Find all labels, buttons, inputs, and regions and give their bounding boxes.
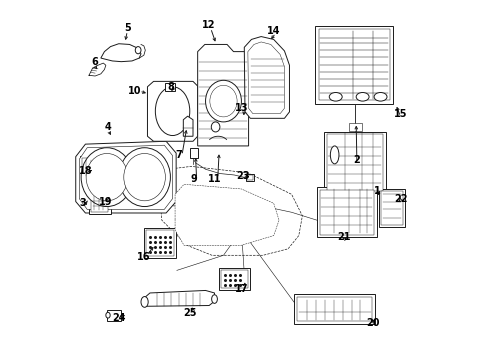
Text: 23: 23 bbox=[236, 171, 249, 181]
Ellipse shape bbox=[81, 148, 133, 207]
Bar bbox=[297, 297, 372, 321]
Text: 21: 21 bbox=[337, 232, 351, 242]
Bar bbox=[319, 30, 390, 100]
Ellipse shape bbox=[329, 93, 342, 101]
Polygon shape bbox=[76, 141, 176, 213]
Bar bbox=[221, 270, 247, 288]
Bar bbox=[324, 132, 386, 194]
Bar bbox=[247, 175, 253, 180]
Polygon shape bbox=[160, 166, 302, 255]
Text: 20: 20 bbox=[366, 319, 379, 328]
Ellipse shape bbox=[356, 93, 369, 101]
Bar bbox=[381, 191, 403, 225]
Text: 24: 24 bbox=[112, 314, 125, 323]
Text: 25: 25 bbox=[184, 309, 197, 318]
Text: 3: 3 bbox=[79, 198, 86, 208]
Text: 4: 4 bbox=[105, 122, 111, 132]
Text: 13: 13 bbox=[235, 103, 248, 113]
Text: 16: 16 bbox=[137, 252, 150, 262]
Text: 2: 2 bbox=[353, 155, 360, 165]
Ellipse shape bbox=[330, 146, 339, 164]
Polygon shape bbox=[248, 42, 285, 114]
Bar bbox=[219, 268, 250, 291]
Ellipse shape bbox=[374, 93, 387, 101]
Text: 11: 11 bbox=[208, 174, 221, 184]
Text: 8: 8 bbox=[167, 82, 174, 92]
Text: 17: 17 bbox=[235, 284, 249, 294]
Ellipse shape bbox=[86, 153, 128, 201]
Text: 7: 7 bbox=[175, 150, 182, 160]
Polygon shape bbox=[245, 37, 290, 118]
Bar bbox=[82, 158, 104, 177]
Text: 9: 9 bbox=[191, 174, 197, 184]
Ellipse shape bbox=[135, 46, 141, 54]
Ellipse shape bbox=[210, 85, 237, 117]
Bar bbox=[319, 190, 374, 234]
Polygon shape bbox=[197, 44, 248, 146]
Bar bbox=[80, 156, 107, 179]
Bar bbox=[317, 187, 377, 237]
Bar bbox=[294, 294, 375, 324]
Text: 22: 22 bbox=[394, 194, 407, 204]
Ellipse shape bbox=[205, 80, 242, 122]
Polygon shape bbox=[145, 291, 215, 306]
Ellipse shape bbox=[106, 312, 110, 318]
Text: 12: 12 bbox=[202, 20, 215, 30]
Ellipse shape bbox=[141, 297, 148, 307]
Ellipse shape bbox=[212, 295, 218, 303]
Ellipse shape bbox=[155, 87, 190, 135]
Polygon shape bbox=[79, 145, 172, 210]
Bar bbox=[191, 148, 198, 158]
Bar bbox=[245, 174, 254, 181]
Text: 1: 1 bbox=[373, 186, 380, 196]
Bar bbox=[107, 310, 122, 320]
Text: 19: 19 bbox=[99, 197, 113, 207]
Bar bbox=[144, 228, 176, 258]
Bar bbox=[91, 194, 108, 212]
Ellipse shape bbox=[124, 153, 166, 201]
Polygon shape bbox=[183, 116, 193, 136]
Bar bbox=[89, 192, 111, 214]
Polygon shape bbox=[101, 44, 141, 62]
Text: 18: 18 bbox=[79, 166, 93, 176]
Text: 15: 15 bbox=[394, 109, 407, 119]
Bar bbox=[166, 83, 175, 91]
Text: 14: 14 bbox=[267, 26, 280, 36]
Text: 6: 6 bbox=[91, 57, 98, 67]
Polygon shape bbox=[147, 81, 197, 141]
Bar bbox=[349, 123, 362, 131]
Ellipse shape bbox=[119, 148, 171, 207]
Ellipse shape bbox=[211, 122, 220, 132]
Bar bbox=[327, 134, 383, 192]
Text: 5: 5 bbox=[124, 23, 131, 33]
Bar bbox=[379, 189, 405, 227]
Bar bbox=[315, 26, 393, 104]
Text: 10: 10 bbox=[128, 86, 141, 96]
Polygon shape bbox=[175, 184, 279, 245]
Bar bbox=[146, 230, 174, 256]
